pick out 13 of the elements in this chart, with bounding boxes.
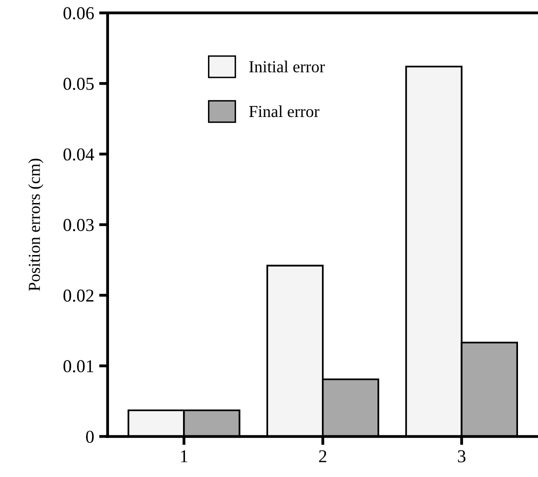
y-tick-label: 0.02 xyxy=(63,290,94,302)
x-tick-label: 2 xyxy=(319,450,326,462)
y-axis-title: Position errors (cm) xyxy=(28,158,44,291)
y-tick-label: 0.06 xyxy=(63,7,94,20)
y-tick-label: 0.04 xyxy=(63,148,94,161)
legend-label: Initial error xyxy=(249,60,325,72)
y-tick-label: 0.03 xyxy=(63,218,94,232)
x-tick-label: 3 xyxy=(458,450,466,462)
legend-label: Final error xyxy=(249,105,320,118)
y-tick-label: 0.01 xyxy=(63,360,94,372)
y-tick-label: 0 xyxy=(86,430,94,443)
y-tick-label: 0.05 xyxy=(63,78,94,90)
x-tick-label: 1 xyxy=(181,450,188,462)
